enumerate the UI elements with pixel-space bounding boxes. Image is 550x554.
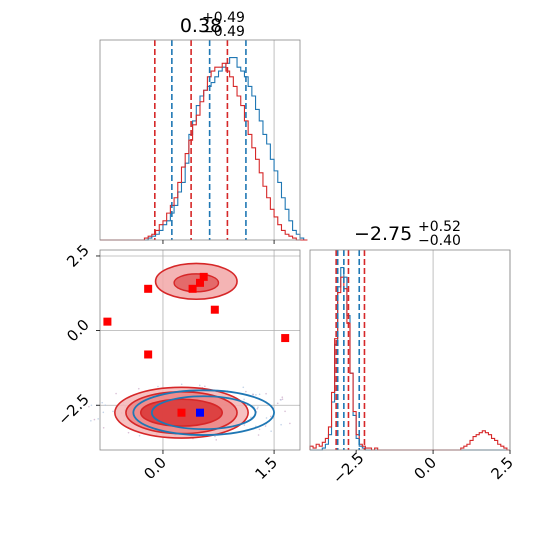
sample-point (127, 431, 130, 434)
title-param1-value: 0.38 (180, 15, 222, 37)
sample-point (214, 435, 216, 438)
red-marker-3 (199, 272, 208, 281)
title-param2-sub: −0.40 (418, 233, 461, 249)
axes-frame (99, 249, 301, 451)
sample-point (255, 394, 257, 396)
sample-point (281, 396, 284, 399)
sample-point (90, 404, 93, 407)
sample-point (112, 410, 114, 413)
sample-point (265, 417, 268, 419)
sample-point (280, 399, 282, 401)
sample-point (280, 423, 282, 426)
red-marker-1 (188, 284, 197, 293)
sample-point (258, 393, 261, 396)
sample-point (265, 392, 267, 395)
red-marker-4 (103, 317, 112, 326)
blue-marker (196, 408, 204, 417)
hist-step-series-1 (100, 62, 308, 241)
red-marker-5 (210, 305, 219, 314)
y-tick-label-0: 2.5 (63, 241, 93, 271)
sample-point (257, 406, 259, 408)
y-tick-label-1: 0.0 (63, 316, 93, 346)
sample-point (281, 398, 284, 401)
sample-point (257, 434, 260, 436)
sample-point (243, 398, 245, 401)
blue-contour-0 (132, 389, 275, 436)
sample-point (250, 416, 252, 419)
sample-point (104, 404, 107, 406)
sample-point (138, 434, 141, 437)
sample-point (93, 418, 96, 421)
sample-point (137, 387, 140, 390)
sample-point (102, 426, 105, 429)
title-param1: 0.38 (180, 15, 222, 37)
sample-point (269, 415, 272, 418)
sample-point (276, 402, 279, 405)
red-marker-7 (144, 350, 153, 359)
sample-point (284, 410, 286, 413)
sample-point (101, 401, 104, 404)
title-param1-sub: −0.49 (202, 24, 245, 40)
axes-frame (99, 39, 301, 241)
sample-point (204, 385, 206, 388)
y-tick-label-2: −2.5 (54, 390, 92, 428)
sample-point (215, 439, 218, 441)
sample-point (256, 407, 259, 410)
sample-point (198, 384, 201, 387)
histogram-param2: −2.5 0.0 2.5 (309, 249, 517, 487)
contour-panel: 0.0 1.5 2.5 0.0 −2.5 (54, 241, 301, 483)
sample-point (245, 390, 247, 393)
sample-point (264, 425, 267, 427)
blue-contour-1 (150, 395, 257, 431)
x-tick-label-0: 0.0 (140, 453, 170, 483)
sample-point (97, 418, 99, 420)
red-marker-8 (177, 408, 186, 417)
axes-frame (309, 249, 511, 451)
hist-step-series-0 (100, 57, 308, 241)
sample-point (270, 430, 272, 433)
plot-area (310, 250, 510, 450)
sample-point (258, 428, 261, 431)
x-tick-label-2: 2.5 (487, 453, 517, 483)
title-param2-value: −2.75 (354, 223, 412, 245)
x-tick-label-1: 0.0 (410, 453, 440, 483)
title-param2-sup: +0.52 (418, 219, 461, 235)
red-marker-6 (281, 334, 290, 343)
red-marker-2 (196, 278, 204, 287)
sample-point (242, 386, 245, 389)
sample-point (88, 405, 90, 408)
sample-point (289, 422, 291, 425)
sample-point (157, 385, 159, 388)
title-param1-sup: +0.49 (202, 10, 245, 26)
sample-point (252, 393, 254, 396)
histogram-param1 (99, 39, 308, 244)
plot-area (100, 40, 300, 240)
sample-point (102, 411, 105, 414)
sample-point (115, 392, 117, 395)
sample-point (243, 424, 246, 426)
sample-point (180, 383, 183, 386)
x-tick-label-0: −2.5 (329, 449, 367, 487)
red-marker-0 (144, 284, 153, 293)
x-tick-label-1: 1.5 (251, 453, 281, 483)
sample-point (90, 420, 92, 422)
